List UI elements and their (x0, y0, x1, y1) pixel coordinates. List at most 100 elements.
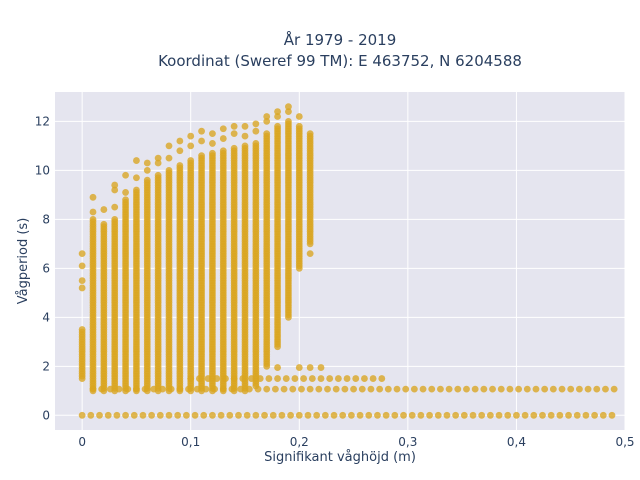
data-point (219, 147, 227, 155)
data-point (213, 375, 221, 382)
data-point (437, 385, 444, 393)
data-point (295, 113, 303, 120)
data-point (419, 385, 427, 393)
data-point (115, 385, 123, 393)
chart-title-line2: Koordinat (Sweref 99 TM): E 463752, N 62… (158, 52, 522, 70)
data-point (367, 385, 375, 393)
data-point (100, 206, 108, 213)
data-point (428, 385, 436, 393)
data-point (295, 364, 303, 371)
data-point (187, 375, 195, 382)
y-tick-label: 12 (35, 114, 50, 128)
data-point (263, 117, 271, 125)
data-point (463, 385, 470, 393)
data-point (334, 375, 342, 382)
data-point (317, 364, 325, 371)
data-point (226, 411, 234, 419)
data-point (289, 385, 297, 393)
data-point (573, 411, 581, 419)
data-point (523, 385, 531, 393)
data-point (133, 157, 140, 164)
data-point (143, 166, 151, 174)
data-point (298, 385, 305, 393)
data-point (584, 385, 592, 393)
data-point (478, 411, 486, 419)
data-point (443, 411, 451, 419)
data-point (285, 117, 292, 125)
data-point (593, 385, 601, 393)
data-point (400, 411, 407, 419)
data-point (547, 411, 555, 419)
data-point (608, 411, 616, 419)
data-point (187, 142, 195, 150)
x-tick-label: 0,4 (507, 435, 526, 449)
data-point (317, 375, 325, 382)
data-point (356, 411, 364, 419)
data-point (241, 122, 249, 130)
data-point (549, 385, 557, 393)
data-point (252, 140, 260, 147)
data-point (78, 326, 86, 333)
data-point (504, 411, 512, 419)
data-point (365, 411, 373, 419)
data-point (198, 152, 205, 160)
data-point (200, 411, 208, 419)
data-point (454, 385, 462, 393)
data-point (122, 411, 129, 419)
data-point (480, 385, 488, 393)
data-point (176, 385, 184, 393)
data-point (306, 130, 314, 138)
data-point (219, 125, 227, 133)
data-point (219, 385, 227, 393)
data-point (263, 385, 271, 393)
data-point (78, 411, 86, 419)
data-point (591, 411, 598, 419)
data-point (89, 385, 97, 393)
data-point (209, 140, 216, 147)
data-point (252, 127, 260, 135)
data-point (89, 215, 97, 223)
data-point (78, 250, 86, 258)
data-point (539, 411, 546, 419)
data-point (495, 411, 503, 419)
data-point (369, 375, 377, 382)
x-tick-label: 0 (78, 435, 86, 449)
data-point (228, 385, 236, 393)
data-point (124, 385, 132, 393)
data-point (321, 411, 329, 419)
data-point (306, 385, 314, 393)
data-point (308, 375, 316, 382)
data-point (111, 203, 119, 211)
data-point (176, 162, 184, 169)
data-point (139, 411, 147, 419)
data-point (111, 215, 119, 223)
data-point (315, 385, 323, 393)
data-point (209, 130, 216, 138)
data-point (352, 375, 360, 382)
data-point (263, 130, 271, 138)
data-point (176, 137, 184, 145)
data-point (391, 411, 399, 419)
data-point (287, 411, 294, 419)
data-point (252, 411, 260, 419)
data-point (567, 385, 575, 393)
data-point (230, 122, 238, 130)
data-point (576, 385, 583, 393)
data-point (408, 411, 416, 419)
data-point (148, 411, 156, 419)
data-point (202, 385, 210, 393)
data-point (185, 385, 192, 393)
data-point (469, 411, 477, 419)
data-point (374, 411, 381, 419)
data-point (330, 411, 338, 419)
data-point (111, 181, 119, 189)
data-point (159, 385, 166, 393)
data-point (265, 375, 273, 382)
data-point (382, 411, 390, 419)
data-point (610, 385, 618, 393)
data-point (111, 186, 119, 194)
data-point (582, 411, 590, 419)
data-point (291, 375, 299, 382)
data-point (274, 122, 281, 130)
data-point (130, 411, 138, 419)
